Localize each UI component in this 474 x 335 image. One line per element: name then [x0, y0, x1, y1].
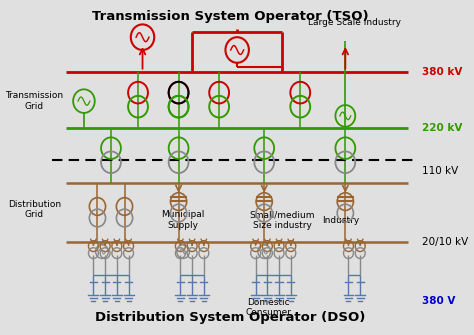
Text: Transmission System Operator (TSO): Transmission System Operator (TSO) [91, 10, 368, 23]
Text: Transmission
Grid: Transmission Grid [5, 91, 64, 111]
Text: Small/medium
Size industry: Small/medium Size industry [249, 210, 315, 230]
Text: Distribution
Grid: Distribution Grid [8, 200, 61, 219]
Text: 380 V: 380 V [422, 296, 456, 306]
Text: Municipal
Supply: Municipal Supply [162, 210, 205, 230]
Text: Distribution System Operator (DSO): Distribution System Operator (DSO) [95, 311, 365, 324]
Text: 110 kV: 110 kV [422, 166, 458, 177]
Text: Industry: Industry [322, 216, 359, 224]
Text: 380 kV: 380 kV [422, 67, 462, 77]
Text: 20/10 kV: 20/10 kV [422, 237, 468, 247]
Text: Domestic
Consumer: Domestic Consumer [246, 298, 292, 317]
Text: Large Scale Industry: Large Scale Industry [308, 18, 401, 27]
Text: 220 kV: 220 kV [422, 123, 462, 133]
